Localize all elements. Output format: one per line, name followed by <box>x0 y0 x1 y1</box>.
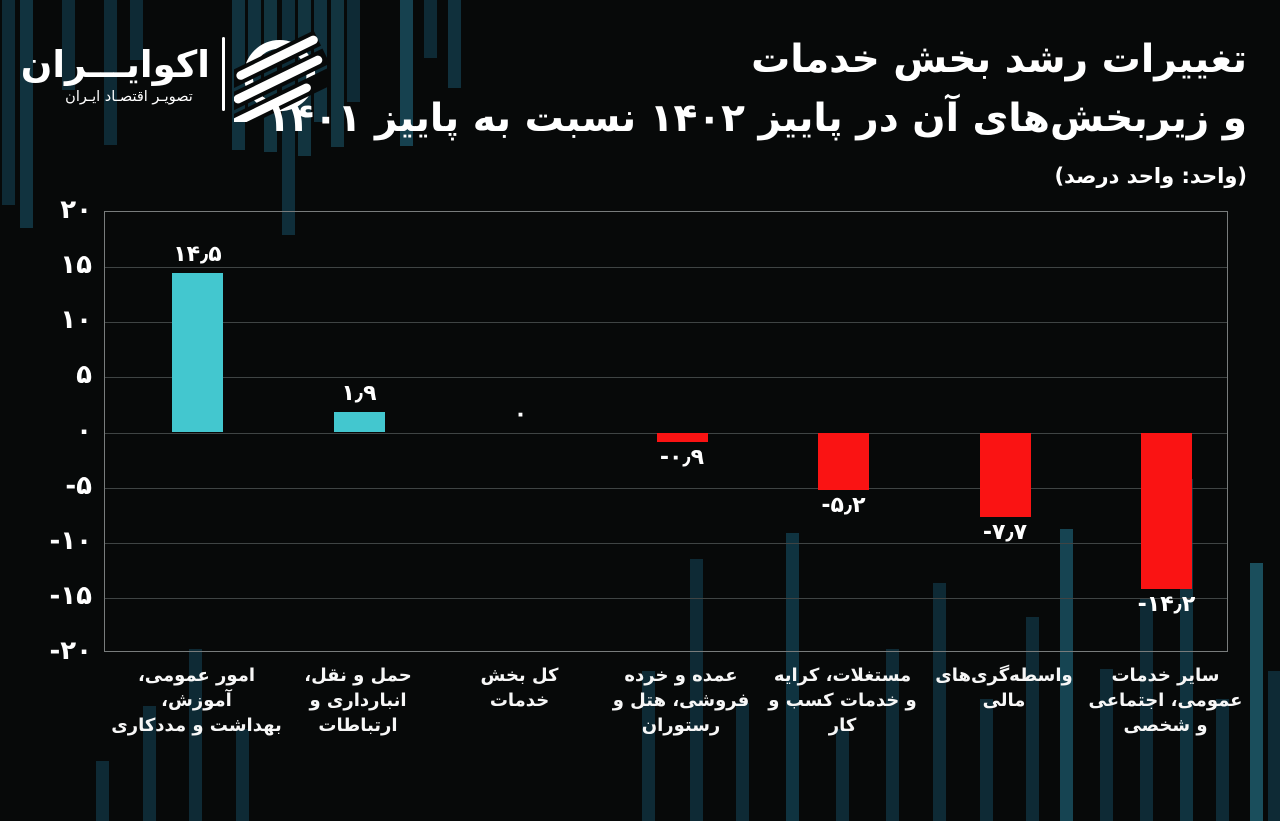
bg-bar <box>448 0 461 88</box>
bar <box>818 432 869 490</box>
bar-value-label: ۱٫۹ <box>341 380 377 406</box>
x-category-label: حمل و نقل، انبارداری و ارتباطات <box>304 665 412 736</box>
bg-bar <box>1268 671 1280 821</box>
y-tick-label: ۰ <box>76 415 92 446</box>
x-category-label: سایر خدمات عمومی، اجتماعی و شخصی <box>1088 665 1243 736</box>
bg-bar <box>786 533 799 821</box>
bg-bar <box>886 649 899 821</box>
bg-bar <box>424 0 437 58</box>
gridline <box>105 267 1227 269</box>
bg-bar <box>1140 599 1153 821</box>
brand-logo: اکوایـــران تصویـر اقتصـاد ایـران <box>20 26 330 122</box>
bar-value-label: -۷٫۷ <box>982 520 1028 546</box>
y-tick-label: -۱۰ <box>49 525 92 556</box>
bar <box>1141 432 1192 590</box>
bar-value-label: -۱۴٫۲ <box>1137 592 1196 618</box>
x-category-label: عمده و خرده فروشی، هتل و رستوران <box>612 665 750 736</box>
bg-bar <box>1026 617 1039 821</box>
y-tick-label: -۱۵ <box>49 580 92 611</box>
x-category-label: مستغلات، کرایه و خدمات کسب و کار <box>768 665 917 736</box>
bg-bar <box>1250 563 1263 821</box>
y-tick-label: ۱۵ <box>60 250 92 281</box>
bar-value-label: -۰٫۹ <box>659 445 705 471</box>
bg-bar <box>143 706 156 821</box>
chart-title-block: تغییرات رشد بخش خدمات و زیربخش‌های آن در… <box>266 30 1247 188</box>
brand-tagline: تصویـر اقتصـاد ایـران <box>65 88 193 105</box>
bar-value-label: ۱۴٫۵ <box>173 241 222 267</box>
y-tick-label: -۲۰ <box>49 636 92 666</box>
y-tick-label: ۱۰ <box>60 305 92 336</box>
gridline <box>105 322 1227 324</box>
y-tick-label: ۲۰ <box>60 195 92 225</box>
y-tick-label: -۵ <box>65 470 92 501</box>
plot-area: ۱۴٫۵ ۱٫۹ ۰ -۰٫۹ -۵٫۲ -۷٫۷ -۱۴٫۲ <box>104 211 1228 652</box>
brand-text: اکوایـــران تصویـر اقتصـاد ایـران <box>20 42 210 105</box>
gridline <box>105 542 1227 544</box>
bar <box>656 432 708 443</box>
bar-value-label: ۰ <box>513 401 528 427</box>
bar <box>172 272 223 433</box>
bg-bar <box>836 729 849 821</box>
bg-bar <box>2 0 15 205</box>
logo-separator <box>222 37 225 111</box>
bg-bar <box>189 649 202 821</box>
bg-bar <box>1060 529 1073 821</box>
bg-bar <box>980 699 993 821</box>
bg-bar <box>20 0 33 228</box>
y-tick-label: ۵ <box>76 360 92 391</box>
bg-bar <box>1100 669 1113 821</box>
bg-bar <box>1216 699 1229 821</box>
bg-bar <box>104 0 117 145</box>
bar <box>333 411 385 433</box>
bg-bar <box>642 671 655 821</box>
x-category-label: کل بخش خدمات <box>480 665 559 711</box>
bg-bar <box>236 729 249 821</box>
gridline <box>105 597 1227 599</box>
unit-note: (واحد: واحد درصد) <box>1054 164 1247 188</box>
bg-bar <box>690 559 703 821</box>
bg-bar <box>347 0 360 102</box>
chart-title-line1: تغییرات رشد بخش خدمات <box>751 37 1247 82</box>
x-category-label: امور عمومی، آموزش، بهداشت و مددکاری <box>111 665 282 736</box>
gridline <box>105 487 1227 489</box>
brand-name: اکوایـــران <box>20 42 210 86</box>
bg-bar <box>400 0 413 146</box>
chart-title-line2: و زیربخش‌های آن در پاییز ۱۴۰۲ نسبت به پا… <box>266 96 1247 141</box>
bg-bar <box>96 761 109 821</box>
ecoiran-logo-icon <box>234 30 330 122</box>
bg-bar <box>736 703 749 821</box>
bar-value-label: -۵٫۲ <box>821 492 866 518</box>
bg-bar <box>331 0 344 147</box>
bar <box>979 432 1031 518</box>
bg-bar <box>62 0 75 90</box>
x-category-label: واسطه‌گری‌های مالی <box>935 665 1073 711</box>
bg-bar <box>933 583 946 821</box>
gridline <box>105 377 1227 379</box>
bg-bar <box>130 0 143 60</box>
